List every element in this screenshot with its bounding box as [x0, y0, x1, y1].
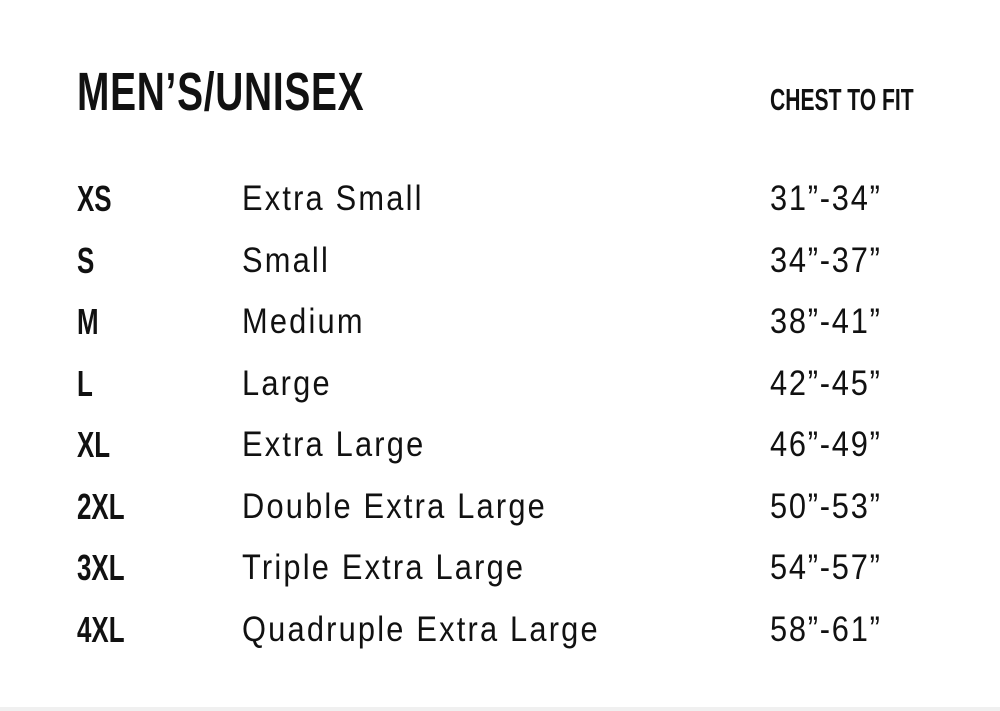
- table-row: 2XL Double Extra Large 50”-53”: [0, 481, 1000, 531]
- size-code: 3XL: [77, 547, 125, 588]
- table-row: L Large 42”-45”: [0, 358, 1000, 408]
- column-header-chest: CHEST TO FIT: [770, 82, 914, 117]
- chest-range: 54”-57”: [770, 548, 882, 587]
- size-code: XL: [77, 424, 111, 465]
- size-name: Medium: [242, 302, 365, 341]
- size-code: 2XL: [77, 485, 125, 527]
- table-row: XS Extra Small 31”-34”: [0, 173, 1000, 223]
- chart-title: MEN’S/UNISEX: [77, 62, 365, 122]
- chest-range: 38”-41”: [770, 302, 882, 341]
- size-name: Double Extra Large: [242, 486, 547, 526]
- chest-range: 34”-37”: [770, 240, 882, 280]
- size-name: Extra Small: [242, 179, 424, 218]
- chest-range: 50”-53”: [770, 486, 882, 526]
- size-code: M: [77, 301, 99, 342]
- size-name: Triple Extra Large: [242, 548, 526, 587]
- size-code: XS: [77, 178, 112, 219]
- chest-range: 58”-61”: [770, 609, 882, 649]
- size-name: Quadruple Extra Large: [242, 609, 600, 649]
- size-name: Small: [242, 240, 331, 280]
- table-row: 3XL Triple Extra Large 54”-57”: [0, 542, 1000, 592]
- chest-range: 46”-49”: [770, 425, 882, 464]
- size-code: 4XL: [77, 608, 125, 650]
- chest-range: 31”-34”: [770, 179, 882, 218]
- size-name: Extra Large: [242, 425, 426, 464]
- size-name: Large: [242, 363, 332, 403]
- table-row: 4XL Quadruple Extra Large 58”-61”: [0, 604, 1000, 654]
- table-row: XL Extra Large 46”-49”: [0, 419, 1000, 469]
- size-code: S: [77, 239, 95, 281]
- divider: [0, 707, 1000, 711]
- table-row: M Medium 38”-41”: [0, 296, 1000, 346]
- table-row: S Small 34”-37”: [0, 235, 1000, 285]
- size-code: L: [77, 362, 93, 404]
- chest-range: 42”-45”: [770, 363, 882, 403]
